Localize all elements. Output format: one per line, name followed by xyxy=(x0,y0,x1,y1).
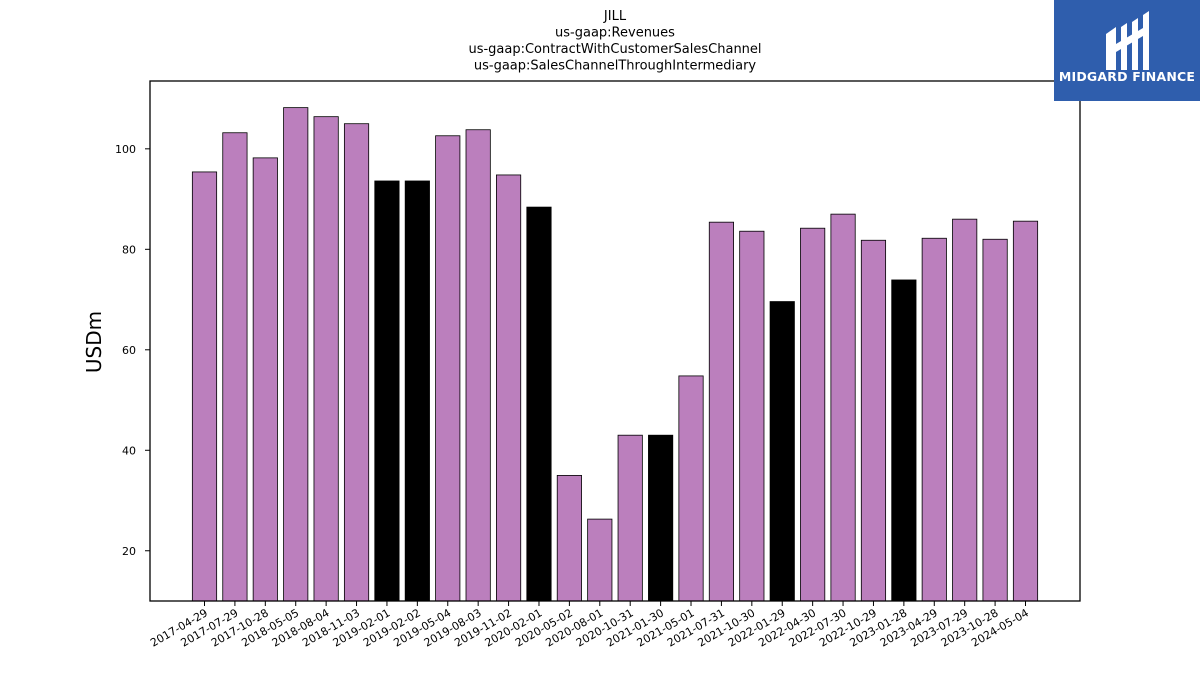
bar xyxy=(222,132,248,602)
bar xyxy=(830,213,856,602)
y-tick-label: 20 xyxy=(122,545,136,558)
bar xyxy=(435,135,461,602)
y-tick-label: 80 xyxy=(122,243,136,256)
title-line: us-gaap:ContractWithCustomerSalesChannel xyxy=(468,42,761,57)
bar xyxy=(1012,220,1039,602)
bar xyxy=(708,221,734,602)
bar xyxy=(982,238,1008,602)
bar xyxy=(252,157,278,602)
bar xyxy=(891,279,917,602)
y-tick-label: 60 xyxy=(122,344,136,357)
bar xyxy=(587,518,613,602)
y-tick-label: 100 xyxy=(115,143,136,156)
bar xyxy=(678,375,704,602)
bar xyxy=(191,171,218,602)
title-line: us-gaap:SalesChannelThroughIntermediary xyxy=(474,59,757,74)
bar xyxy=(921,237,947,602)
bar xyxy=(800,227,826,602)
bar xyxy=(556,474,582,602)
y-axis: 20 40 60 80 100 xyxy=(115,143,150,558)
bar xyxy=(283,107,309,602)
bar xyxy=(465,129,491,602)
plot-frame xyxy=(149,80,1081,602)
bar xyxy=(374,180,400,602)
x-axis: 2017-04-292017-07-292017-10-282018-05-05… xyxy=(148,601,1031,650)
bar xyxy=(860,239,887,602)
logo-mark-icon xyxy=(1106,11,1149,70)
bar xyxy=(648,434,674,602)
brand-logo: MIDGARD FINANCE xyxy=(1054,0,1200,101)
y-axis-label: USDm xyxy=(82,311,106,373)
bar xyxy=(313,116,339,602)
bar xyxy=(952,218,978,602)
bar xyxy=(617,434,643,602)
bar-series xyxy=(191,107,1039,602)
bar xyxy=(739,230,765,602)
title-line: us-gaap:Revenues xyxy=(555,26,675,41)
chart-title: JILL us-gaap:Revenuesus-gaap:ContractWith… xyxy=(468,9,761,74)
y-tick-label: 40 xyxy=(122,444,136,457)
bar xyxy=(526,206,552,602)
title-line: JILL xyxy=(603,9,627,24)
bar xyxy=(343,123,370,602)
bar xyxy=(496,174,522,602)
logo-text: MIDGARD FINANCE xyxy=(1059,69,1195,84)
bar xyxy=(404,180,430,602)
bar xyxy=(769,301,795,602)
